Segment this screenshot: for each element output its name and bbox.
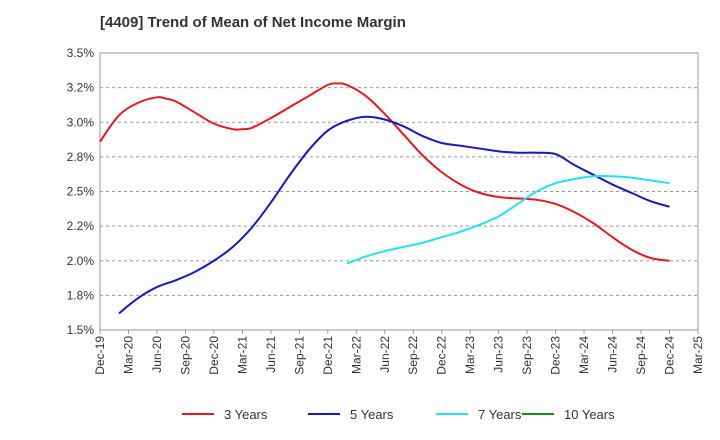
legend-label-3-years: 3 Years — [224, 407, 268, 422]
x-tick-label: Sep-21 — [292, 336, 306, 375]
x-tick-label: Mar-21 — [235, 336, 249, 374]
x-tick-label: Jun-23 — [492, 336, 506, 373]
x-axis-ticks: Dec-19 Mar-20 Jun-20 Sep-20 Dec-20 Mar-21 Jun-… — [93, 330, 705, 375]
x-tick-label: Sep-20 — [178, 336, 192, 375]
y-axis-ticks: 1.5% 1.8% 2.0% 2.2% 2.5% 2.8% 3.0% 3.2% 3.5% — [67, 46, 95, 337]
y-tick-label: 2.5% — [67, 185, 95, 199]
x-tick-label: Mar-25 — [691, 336, 705, 374]
x-tick-label: Jun-22 — [378, 336, 392, 373]
x-tick-label: Dec-24 — [663, 336, 677, 375]
x-tick-label: Jun-21 — [264, 336, 278, 373]
series-lines — [99, 82, 670, 315]
x-tick-label: Sep-22 — [406, 336, 420, 375]
legend-label-5-years: 5 Years — [350, 407, 394, 422]
y-tick-label: 3.5% — [67, 46, 95, 60]
x-tick-label: Dec-20 — [207, 336, 221, 375]
x-tick-label: Dec-22 — [435, 336, 449, 375]
x-tick-label: Sep-23 — [520, 336, 534, 375]
y-tick-label: 2.2% — [67, 219, 95, 233]
x-tick-label: Mar-20 — [121, 336, 135, 374]
legend: 3 Years 5 Years 7 Years 10 Years — [182, 407, 615, 422]
series-line-3-years — [99, 82, 670, 262]
x-tick-label: Sep-24 — [634, 336, 648, 375]
x-tick-label: Mar-24 — [577, 336, 591, 374]
chart-title: [4409] Trend of Mean of Net Income Margi… — [100, 14, 406, 31]
y-tick-label: 1.8% — [67, 288, 95, 302]
series-line-5-years — [118, 115, 670, 315]
y-tick-label: 2.8% — [67, 150, 95, 164]
y-tick-label: 3.2% — [67, 81, 95, 95]
x-tick-label: Mar-23 — [463, 336, 477, 374]
x-tick-label: Dec-23 — [549, 336, 563, 375]
legend-label-7-years: 7 Years — [478, 407, 522, 422]
y-tick-label: 2.0% — [67, 254, 95, 268]
y-tick-label: 1.5% — [67, 323, 95, 337]
x-tick-label: Dec-21 — [321, 336, 335, 375]
y-tick-label: 3.0% — [67, 115, 95, 129]
plot-area-frame — [99, 52, 699, 331]
legend-label-10-years: 10 Years — [564, 407, 615, 422]
x-tick-label: Mar-22 — [349, 336, 363, 374]
x-tick-label: Jun-20 — [150, 336, 164, 373]
series-line-7-years — [346, 175, 670, 265]
x-tick-label: Jun-24 — [606, 336, 620, 373]
x-tick-label: Dec-19 — [93, 336, 107, 375]
